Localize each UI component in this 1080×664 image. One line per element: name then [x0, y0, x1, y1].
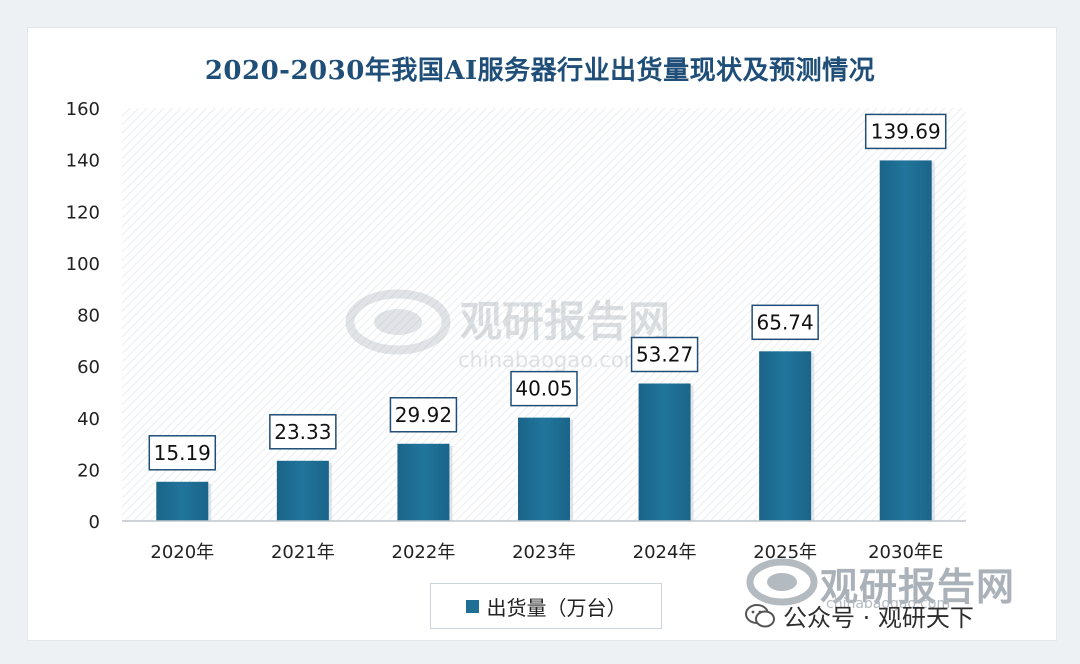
y-axis: 0 20 40 60 80 100 120 140 160 [66, 99, 100, 533]
data-label: 40.05 [515, 377, 572, 401]
data-label: 23.33 [274, 420, 331, 444]
data-label: 53.27 [636, 342, 693, 366]
public-account-text: 公众号 · 观研天下 [783, 604, 974, 632]
y-tick-label: 20 [77, 460, 100, 481]
legend-label: 出货量（万台） [486, 595, 627, 620]
y-tick-label: 80 [77, 306, 100, 327]
data-label-box [630, 336, 699, 373]
x-tick-label: 2023年 [512, 542, 576, 563]
x-tick-label: 2030年E [868, 542, 943, 563]
chart-title: 2020-2030年我国AI服务器行业出货量现状及预测情况 [204, 56, 876, 86]
y-tick-label: 160 [66, 99, 100, 120]
bar [759, 351, 812, 521]
legend-swatch [465, 599, 479, 613]
center-watermark: 观研报告网 chinabaogao.com [345, 289, 670, 372]
data-label-box [269, 414, 337, 450]
x-tick-label: 2021年 [271, 542, 335, 563]
bar-series: 15.19 23.33 29.92 40.05 53.27 65.74 139.69 [148, 113, 947, 522]
data-label-box [389, 397, 458, 433]
y-tick-label: 100 [66, 254, 100, 275]
data-label: 65.74 [757, 310, 814, 334]
y-tick-label: 0 [89, 512, 100, 533]
bar [638, 383, 691, 521]
swirl-logo-icon [746, 558, 818, 606]
swirl-logo-icon [345, 289, 451, 355]
x-tick-label: 2022年 [392, 542, 456, 563]
wechat-icon [745, 603, 775, 627]
x-axis: 2020年 2021年 2022年 2023年 2024年 2025年 2030年E [122, 520, 966, 563]
y-tick-label: 140 [66, 151, 100, 172]
y-tick-label: 40 [77, 409, 100, 430]
x-tick-label: 2020年 [150, 542, 214, 563]
bar [518, 417, 570, 521]
y-tick-label: 60 [77, 357, 100, 378]
data-label: 29.92 [395, 403, 452, 427]
center-watermark-url: chinabaogao.com [458, 348, 644, 372]
data-label: 139.69 [871, 119, 941, 143]
bar [879, 160, 932, 522]
data-label-box [148, 435, 217, 471]
corner-watermark-brand: 观研报告网 [820, 565, 1016, 609]
y-tick-label: 120 [66, 202, 100, 223]
corner-watermark-url: chinabaogao.com [826, 596, 951, 612]
data-label-box [864, 113, 947, 150]
data-label: 15.19 [154, 441, 211, 465]
x-tick-label: 2025年 [753, 542, 817, 563]
bar [156, 481, 209, 521]
data-label-box [751, 304, 819, 341]
corner-watermark: 观研报告网 chinabaogao.com [740, 550, 1060, 640]
bar [397, 443, 450, 521]
public-account-watermark: 公众号 · 观研天下 [745, 598, 974, 633]
bar [276, 460, 329, 521]
data-label-box [510, 370, 578, 407]
legend: 出货量（万台） [430, 583, 662, 629]
x-tick-label: 2024年 [633, 542, 697, 563]
